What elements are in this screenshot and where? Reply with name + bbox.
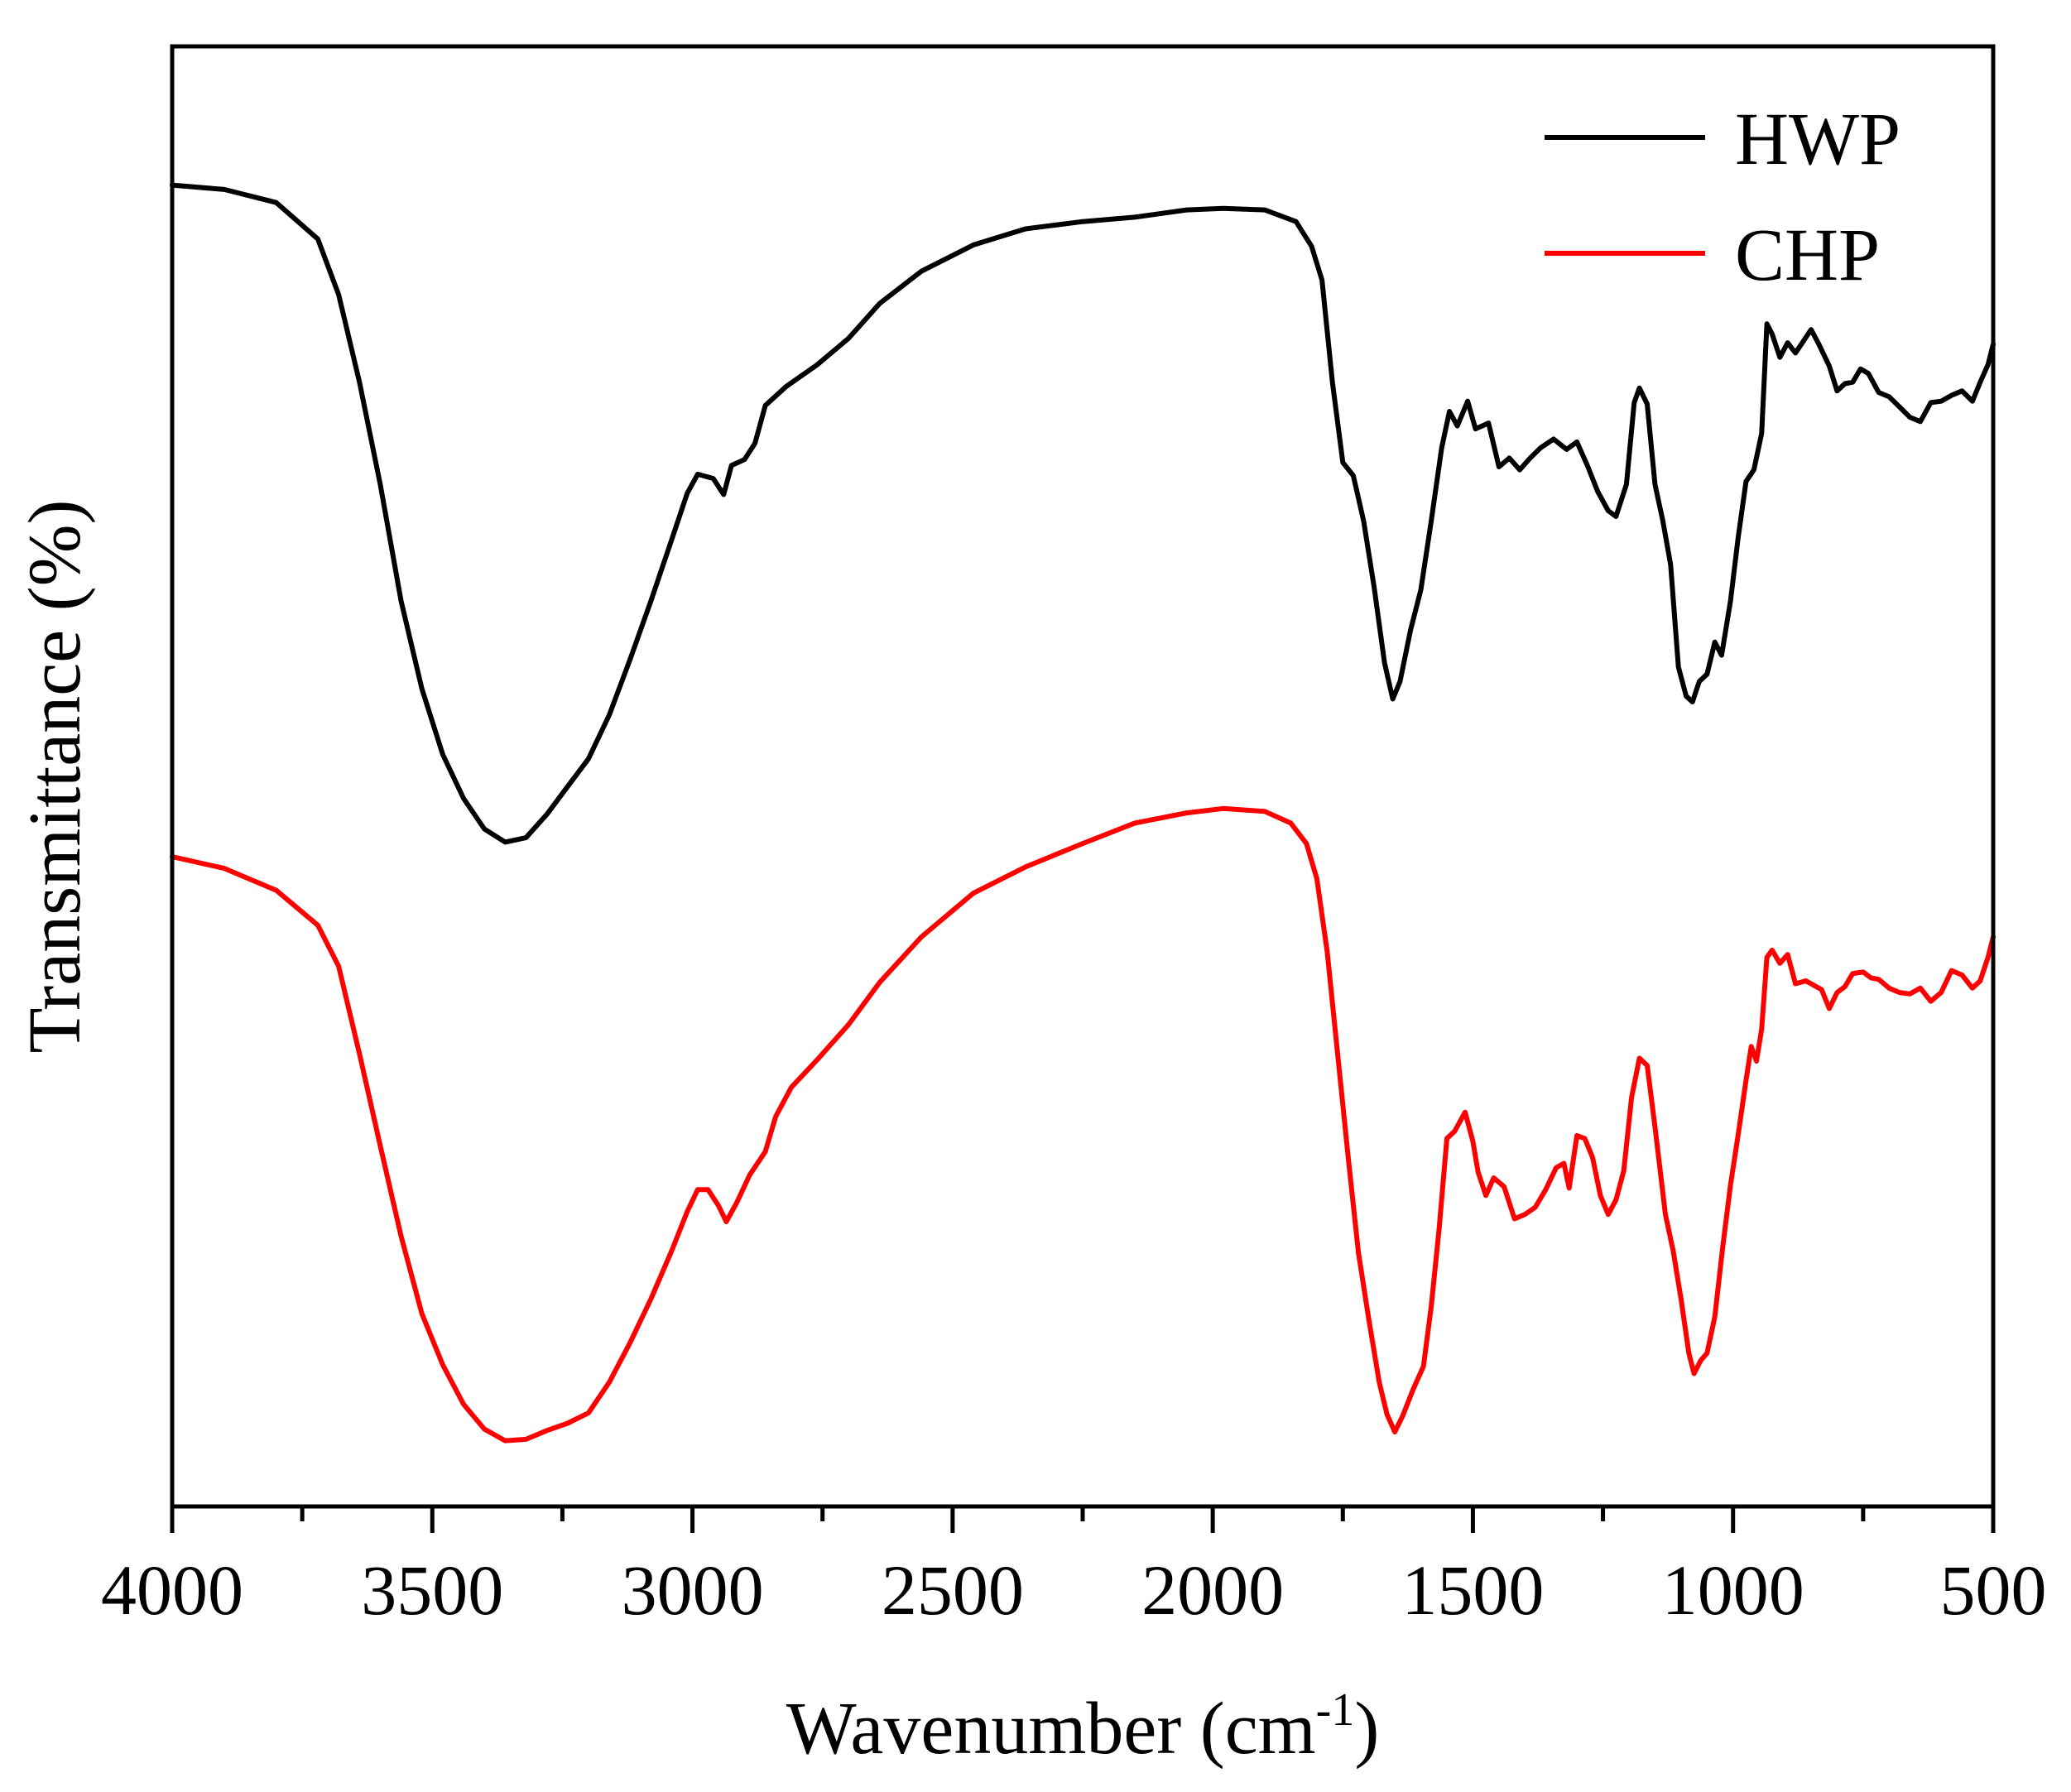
series-line-chp — [170, 805, 1996, 1444]
x-tick-label: 1000 — [1662, 1550, 1804, 1630]
x-axis-title-superscript: -1 — [1316, 1684, 1355, 1736]
x-tick-label: 3500 — [361, 1550, 503, 1630]
x-tick-label: 3000 — [622, 1550, 764, 1630]
series-line-hwp — [170, 182, 1996, 845]
x-tick-label: 2000 — [1141, 1550, 1284, 1630]
x-tick-label: 500 — [1940, 1550, 2047, 1630]
legend-label-hwp: HWP — [1735, 98, 1900, 180]
x-axis-title-close: ) — [1354, 1688, 1379, 1770]
x-axis-title-main: Wavenumber (cm — [786, 1688, 1316, 1770]
x-tick-label: 1500 — [1401, 1550, 1544, 1630]
y-axis-title: Transmittance (%) — [14, 499, 96, 1053]
x-tick-label: 4000 — [101, 1550, 243, 1630]
x-tick-label: 2500 — [882, 1550, 1024, 1630]
series-layer — [170, 182, 1996, 1444]
tick-layer: 4000 3500 3000 2500 2000 1500 1000 500 — [101, 1506, 2047, 1630]
legend: HWP CHP — [1545, 98, 1900, 296]
x-axis-title: Wavenumber (cm-1) — [786, 1684, 1380, 1770]
legend-label-chp: CHP — [1735, 214, 1880, 296]
